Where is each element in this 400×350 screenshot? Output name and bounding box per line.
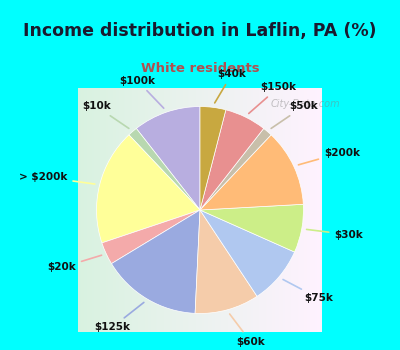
Wedge shape [102,210,200,264]
Wedge shape [96,135,200,243]
Text: $20k: $20k [47,255,102,272]
Text: $30k: $30k [306,229,363,240]
Text: > $200k: > $200k [19,172,95,184]
Text: Income distribution in Laflin, PA (%): Income distribution in Laflin, PA (%) [23,22,377,40]
Text: $50k: $50k [271,102,318,128]
Wedge shape [136,106,200,210]
Wedge shape [195,210,257,314]
Wedge shape [200,204,304,252]
Text: $150k: $150k [249,83,296,113]
Text: $125k: $125k [94,302,144,332]
Wedge shape [200,106,226,210]
Text: White residents: White residents [141,62,259,75]
Wedge shape [200,210,294,296]
Text: $10k: $10k [82,102,129,128]
Text: $200k: $200k [298,148,360,165]
Wedge shape [200,135,303,210]
Wedge shape [200,128,271,210]
Text: City-Data.com: City-Data.com [271,99,340,108]
Text: $40k: $40k [215,70,246,103]
Text: $75k: $75k [283,280,333,303]
Wedge shape [112,210,200,313]
Wedge shape [129,128,200,210]
Text: $100k: $100k [120,76,164,108]
Text: $60k: $60k [230,314,265,347]
Wedge shape [200,110,264,210]
